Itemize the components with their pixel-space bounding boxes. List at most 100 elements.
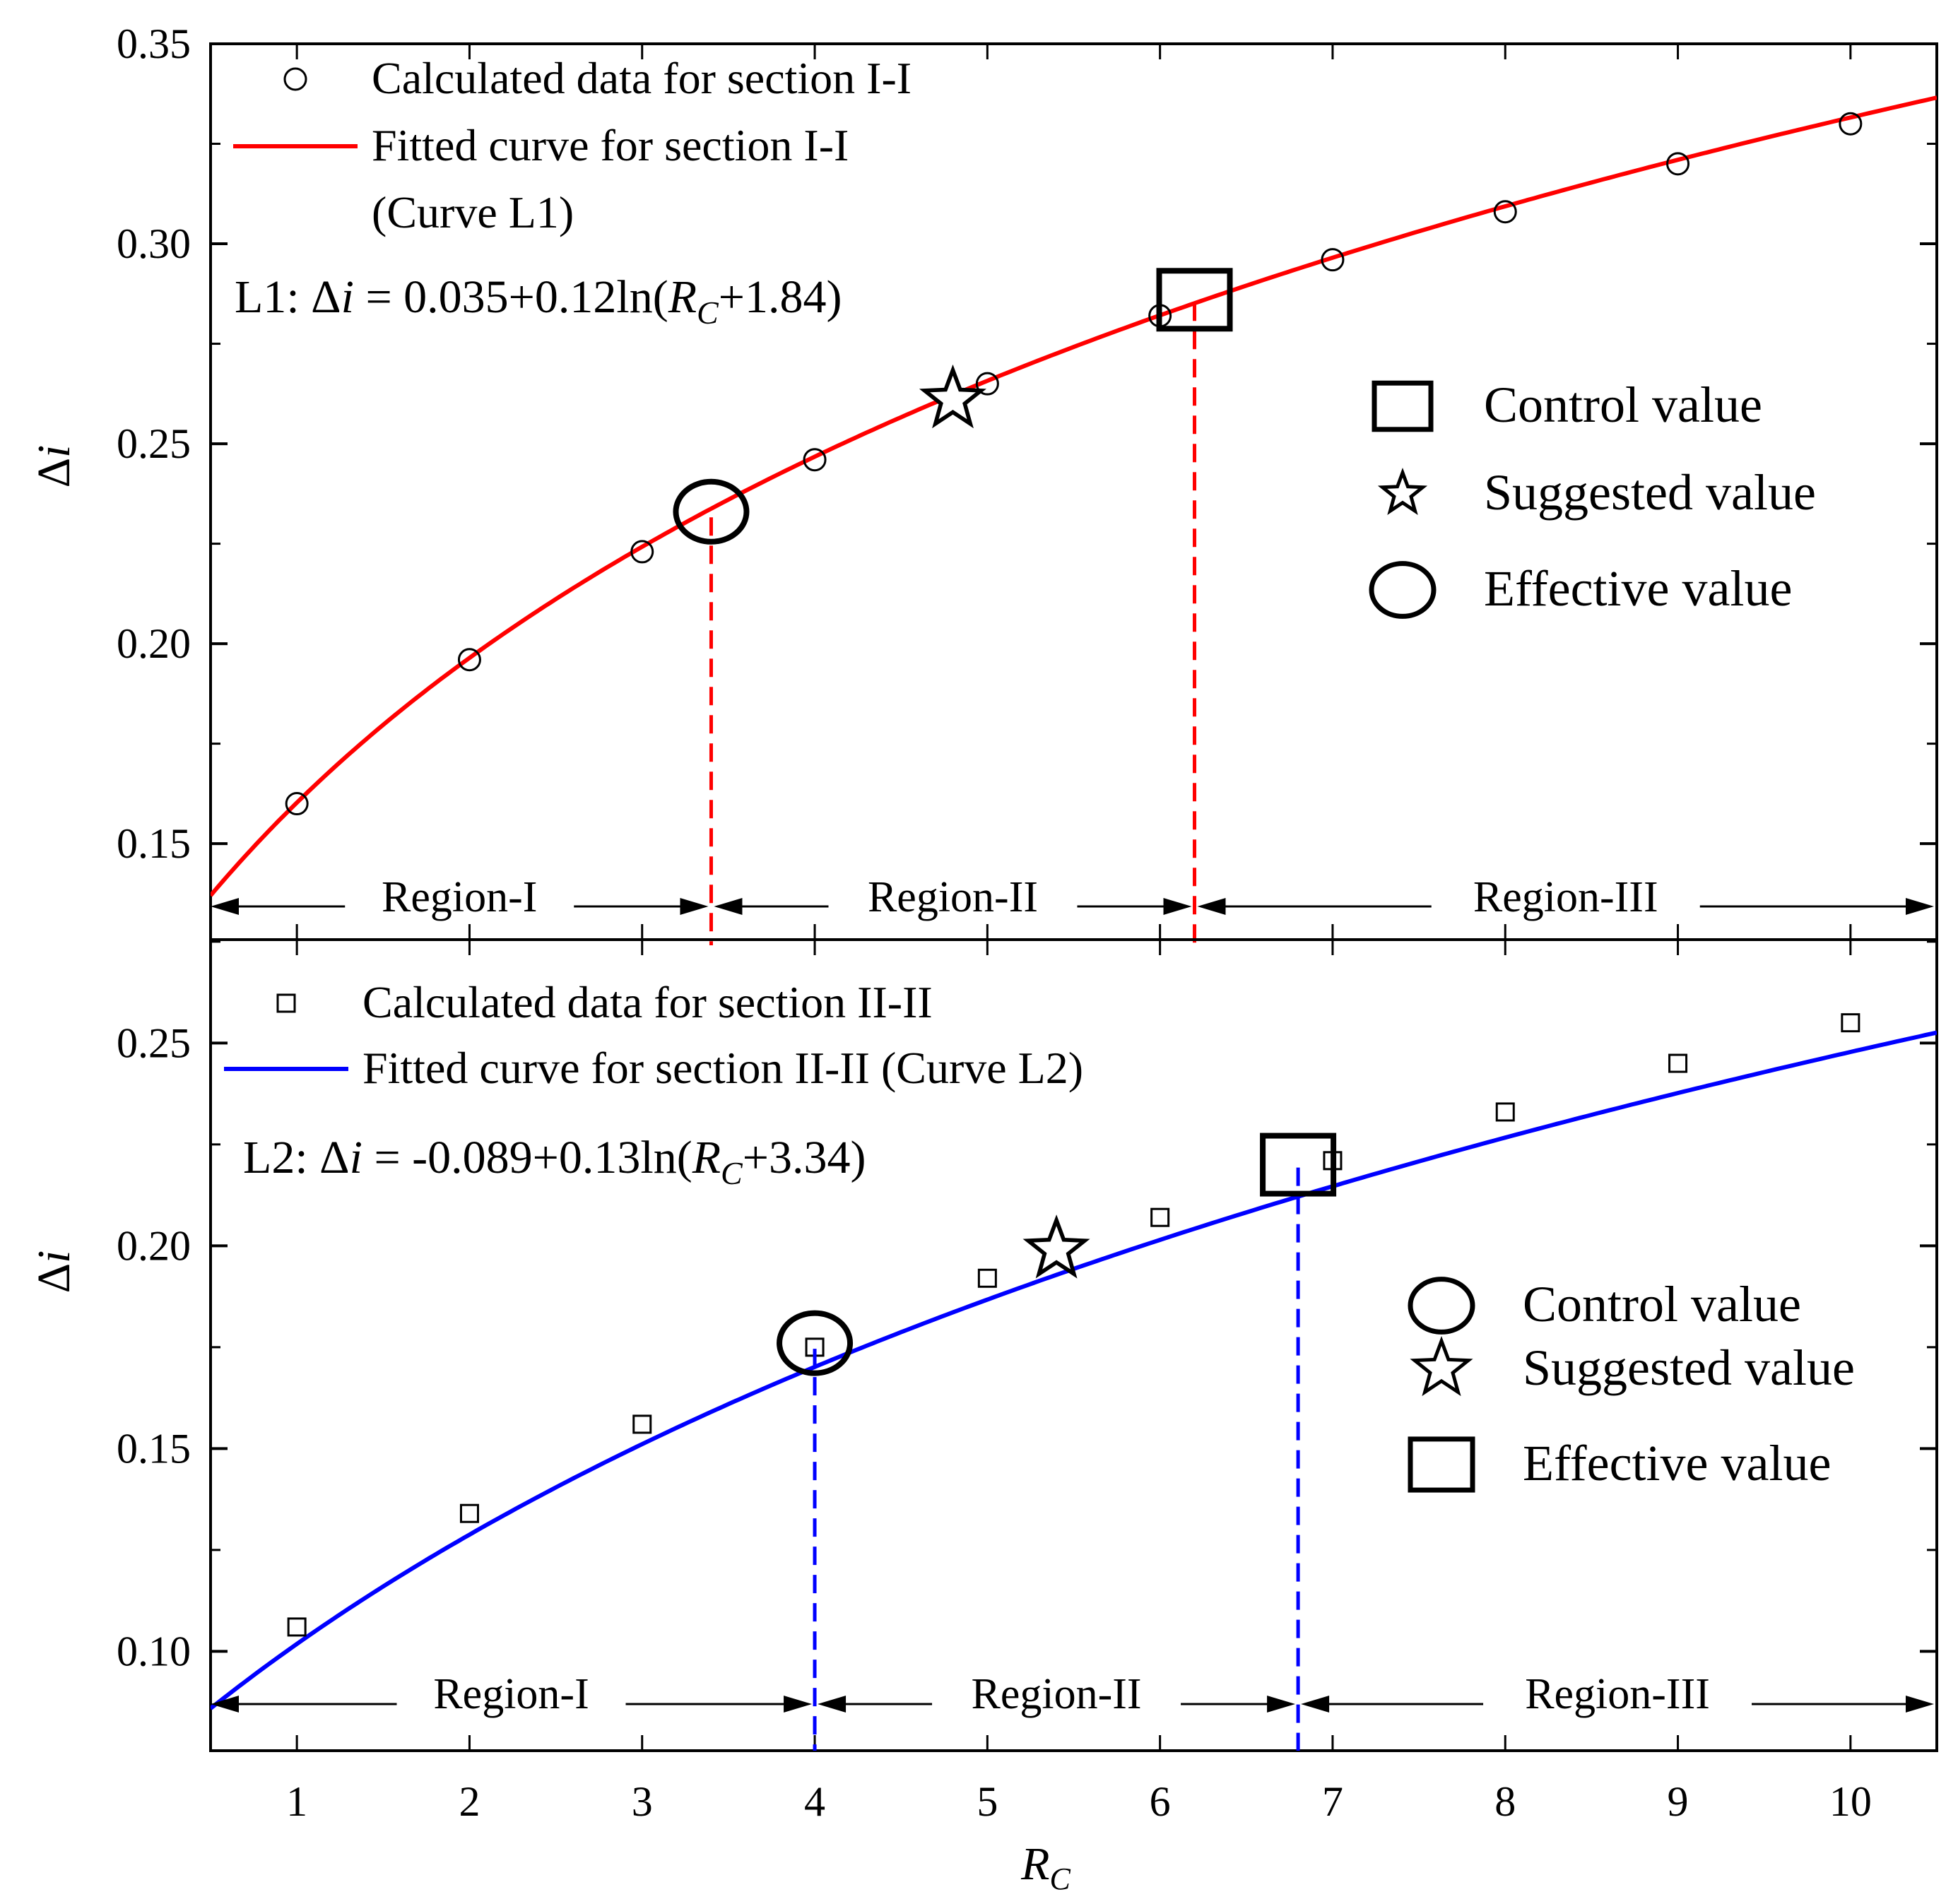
bottom-legend-fit-label: Fitted curve for section II-II (Curve L2… <box>362 1043 1083 1093</box>
top-legend2-symbol <box>1377 468 1428 515</box>
bottom-equation-part: Δ <box>319 1132 349 1183</box>
top-data-point <box>285 792 309 816</box>
bottom-legend2-symbol <box>1408 1436 1475 1493</box>
bottom-legend-marker <box>276 993 296 1013</box>
x-tick-label: 5 <box>977 1778 998 1825</box>
bottom-equation-part: +3.34) <box>743 1132 866 1183</box>
top-region-arrowhead-left <box>1197 898 1226 915</box>
bottom-data-point <box>1841 1013 1860 1033</box>
top-equation: L1: Δi = 0.035+0.12ln(RC+1.84) <box>235 271 842 331</box>
top-highlight-control <box>1156 268 1233 332</box>
top-data-point <box>1321 248 1345 272</box>
top-data-point <box>457 648 481 672</box>
bottom-equation-part: = -0.089+0.13ln( <box>362 1132 692 1183</box>
top-legend-fit-label-2: (Curve L1) <box>372 187 574 237</box>
bottom-highlight-control <box>777 1310 854 1376</box>
x-tick-label: 8 <box>1494 1778 1516 1825</box>
top-region-label: Region-I <box>382 873 537 921</box>
top-region-arrowhead-left <box>714 898 743 915</box>
top-data-point <box>1839 112 1863 136</box>
top-legend2-symbol <box>1369 561 1437 619</box>
top-equation-part: C <box>697 295 719 331</box>
x-tick-label: 4 <box>804 1778 825 1825</box>
top-highlight-suggested <box>919 364 986 429</box>
x-axis-title: RC <box>1020 1838 1071 1896</box>
bottom-data-point <box>632 1414 652 1434</box>
bottom-data-point <box>1495 1102 1515 1122</box>
top-region-arrowhead-left <box>211 898 239 915</box>
top-fitted-curve <box>211 95 1937 897</box>
top-data-point <box>803 448 827 472</box>
x-tick-label: 7 <box>1322 1778 1343 1825</box>
top-equation-part: i <box>341 271 354 323</box>
top-region-arrowhead-right <box>680 898 709 915</box>
bottom-equation-part: i <box>350 1132 362 1183</box>
x-tick-label: 2 <box>459 1778 480 1825</box>
bottom-region-arrowhead-left <box>211 1696 239 1713</box>
bottom-region-label: Region-II <box>972 1670 1142 1718</box>
top-panel: 0.15 0.20 0.25 0.30 0.35 Region-I Region-II Reg… <box>117 20 1938 945</box>
top-y-tick-label: 0.15 <box>117 820 191 867</box>
top-y-tick-label: 0.20 <box>117 620 191 667</box>
bottom-highlight-suggested <box>1022 1214 1090 1279</box>
top-region-arrowhead-right <box>1906 898 1934 915</box>
bottom-highlight-effective <box>1260 1133 1337 1197</box>
bottom-plot-frame <box>209 938 1938 1752</box>
top-legend2-symbol <box>1372 380 1434 432</box>
bottom-data-point <box>977 1268 997 1288</box>
x-axis-sub: C <box>1049 1862 1071 1896</box>
top-y-axis-title: Δi <box>28 445 80 488</box>
bottom-legend-data-label: Calculated data for section II-II <box>362 977 933 1027</box>
top-equation-part: Δ <box>311 271 341 323</box>
bottom-equation-part: R <box>692 1132 721 1183</box>
top-data-point <box>1666 152 1690 176</box>
bottom-region-label: Region-III <box>1525 1670 1710 1718</box>
top-y-tick-label: 0.30 <box>117 220 191 267</box>
x-axis-main: R <box>1020 1838 1049 1890</box>
bottom-y-tick-label: 0.15 <box>117 1425 191 1472</box>
top-y-var: i <box>28 445 80 458</box>
x-tick-label: 3 <box>632 1778 653 1825</box>
bottom-equation-part: C <box>721 1155 743 1191</box>
top-data-point <box>975 372 999 396</box>
bottom-data-point <box>287 1617 307 1637</box>
bottom-legend2-label: Suggested value <box>1523 1340 1855 1396</box>
bottom-data-point <box>1150 1207 1170 1227</box>
top-equation-part: +1.84) <box>719 271 842 323</box>
bottom-y-axis-title: Δi <box>28 1250 80 1294</box>
top-legend-data-label: Calculated data for section I-I <box>372 53 912 103</box>
top-legend-fit-label: Fitted curve for section I-I <box>372 120 849 170</box>
bottom-legend2-symbol <box>1410 1336 1473 1397</box>
bottom-region-label: Region-I <box>433 1670 589 1718</box>
top-equation-part: = 0.035+0.12ln( <box>354 271 668 323</box>
bottom-region-arrowhead-left <box>1301 1696 1330 1713</box>
top-y-delta: Δ <box>28 458 80 487</box>
top-region-label: Region-II <box>868 873 1038 921</box>
x-axis-ticks: 1 2 3 4 5 6 7 8 9 10 <box>286 1778 1872 1825</box>
top-equation-part: L1: <box>235 271 311 323</box>
bottom-region-arrowhead-left <box>818 1696 847 1713</box>
bottom-legend2-symbol <box>1408 1277 1475 1335</box>
top-data-point <box>630 540 654 564</box>
bottom-y-tick-label: 0.20 <box>117 1222 191 1269</box>
top-legend2-label: Effective value <box>1484 560 1792 617</box>
bottom-y-tick-label: 0.25 <box>117 1019 191 1066</box>
top-legend-marker <box>283 67 307 91</box>
bottom-region-arrowhead-right <box>1267 1696 1296 1713</box>
top-data-point <box>1493 200 1517 224</box>
bottom-region-arrowhead-right <box>1906 1696 1934 1713</box>
top-region-label: Region-III <box>1473 873 1658 921</box>
x-tick-label: 10 <box>1829 1778 1872 1825</box>
bottom-y-delta: Δ <box>28 1263 80 1293</box>
bottom-equation-part: L2: <box>243 1132 319 1183</box>
bottom-panel: 0.10 0.15 0.20 0.25 Region-I Region-II Region-… <box>117 938 1938 1752</box>
bottom-equation: L2: Δi = -0.089+0.13ln(RC+3.34) <box>243 1132 866 1191</box>
top-equation-part: R <box>668 271 697 323</box>
bottom-legend2-label: Control value <box>1523 1276 1801 1332</box>
bottom-data-point <box>1668 1053 1688 1073</box>
top-highlight-effective <box>673 478 750 545</box>
bottom-region-arrowhead-right <box>784 1696 813 1713</box>
top-legend2-label: Control value <box>1484 377 1762 433</box>
top-region-arrowhead-right <box>1163 898 1192 915</box>
